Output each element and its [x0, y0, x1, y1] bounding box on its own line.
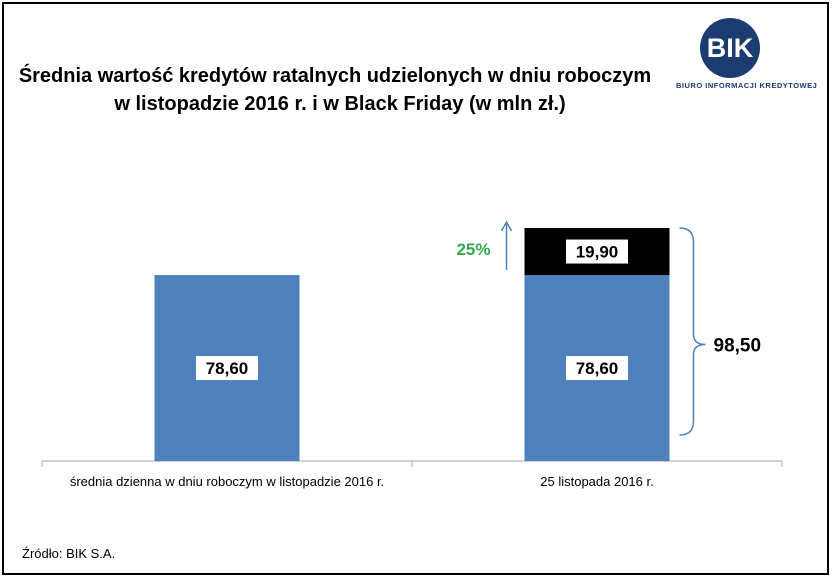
data-label: 78,60 [206, 359, 249, 378]
bik-logo-mark: BIK [700, 18, 760, 78]
source-note: Źródło: BIK S.A. [22, 546, 116, 561]
data-label: 78,60 [576, 359, 619, 378]
x-tick-label: 25 listopada 2016 r. [540, 474, 653, 489]
total-label: 98,50 [714, 336, 762, 357]
data-label: 19,90 [576, 243, 619, 262]
chart-title: Średnia wartość kredytów ratalnych udzie… [0, 62, 670, 118]
chart-frame [2, 2, 829, 575]
chart-title-line-2: w listopadzie 2016 r. i w Black Friday (… [114, 93, 566, 115]
chart-title-line-1: Średnia wartość kredytów ratalnych udzie… [18, 65, 652, 87]
bik-logo-name: BIURO INFORMACJI KREDYTOWEJ [676, 81, 818, 90]
data-label-box [566, 356, 628, 381]
increase-percent-label: 25% [456, 240, 490, 259]
data-label-box [196, 356, 258, 381]
bik-logo: BIK BIURO INFORMACJI KREDYTOWEJ [676, 18, 826, 98]
increase-arrow-head [500, 220, 513, 232]
x-tick-label: średnia dzienna w dniu roboczym w listop… [70, 474, 384, 489]
data-label-box [566, 239, 628, 264]
total-bracket [679, 227, 706, 436]
